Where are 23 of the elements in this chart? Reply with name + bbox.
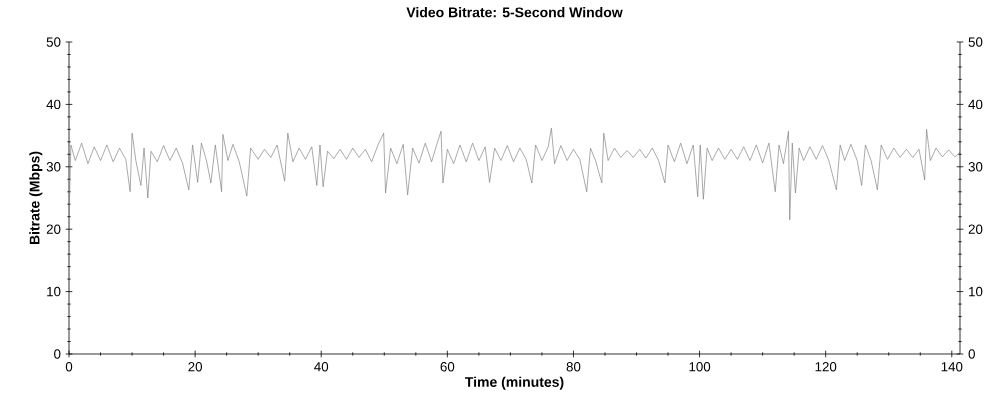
x-tick-label: 140 [941, 362, 963, 372]
y2-tick-label: 50 [968, 37, 983, 47]
y-tick-label: 20 [46, 224, 61, 234]
chart-title: Video Bitrate: 5-Second Window [406, 7, 623, 18]
y2-tick-label: 20 [968, 224, 983, 234]
x-tick-label: 100 [689, 362, 711, 372]
y-tick-label: 30 [46, 162, 61, 172]
x-tick-label: 80 [566, 362, 581, 372]
y2-tick-label: 30 [968, 162, 983, 172]
y-tick-label: 50 [46, 37, 61, 47]
x-tick-label: 0 [65, 362, 73, 372]
y2-tick-label: 10 [969, 286, 983, 297]
y-tick-label: 40 [46, 99, 61, 110]
y-tick-label: 0 [54, 349, 61, 359]
x-tick-label: 120 [815, 362, 837, 372]
x-tick-label: 60 [440, 362, 455, 372]
x-tick-label: 40 [314, 362, 329, 372]
x-tick-label: 20 [188, 362, 203, 372]
y2-tick-label: 0 [968, 349, 975, 359]
y-axis-title: Bitrate (Mbps) [29, 151, 43, 245]
y-tick-label: 10 [47, 286, 61, 297]
y2-tick-label: 40 [968, 99, 983, 110]
x-axis-title: Time (minutes) [465, 376, 564, 390]
